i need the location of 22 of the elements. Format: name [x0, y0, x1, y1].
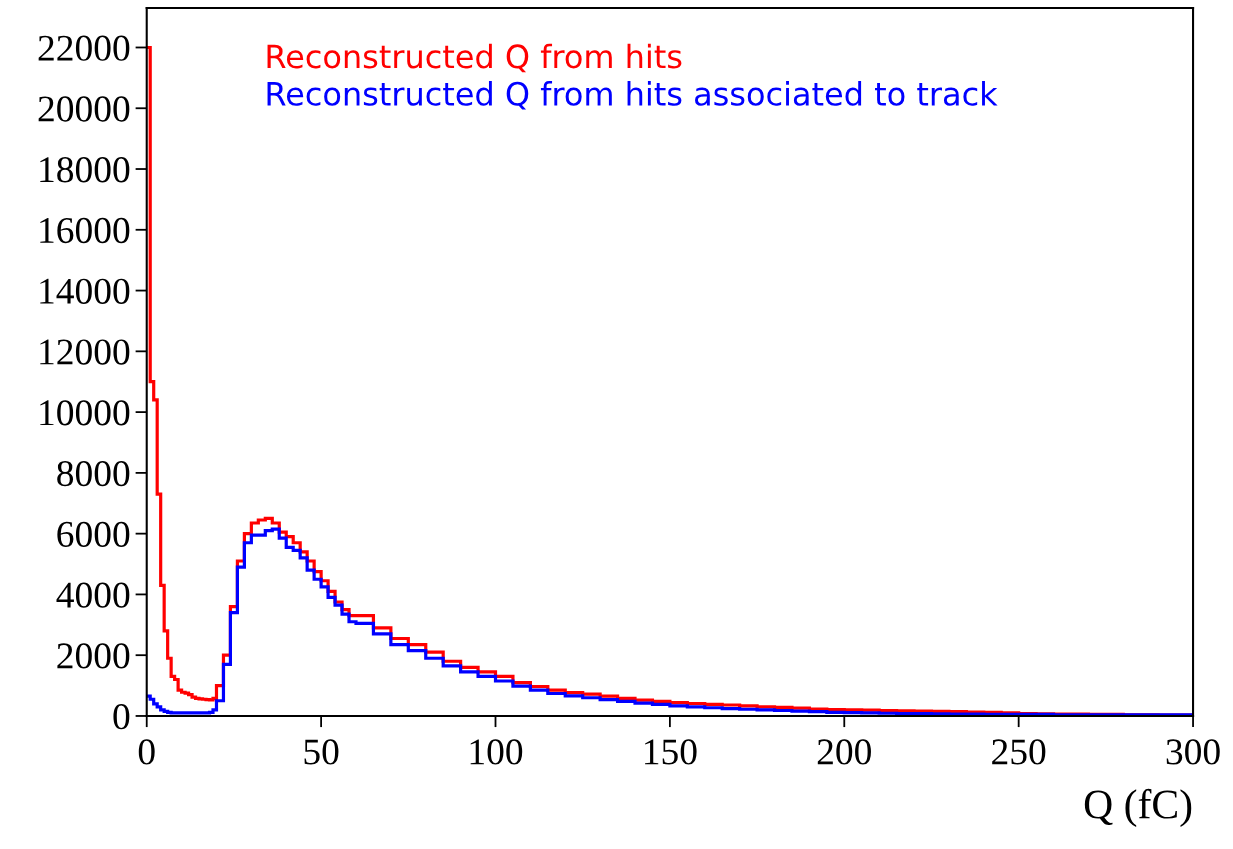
x-tick-label: 200	[817, 739, 871, 765]
y-tick-label: 12000	[40, 339, 130, 365]
y-tick-label: 14000	[40, 278, 130, 304]
x-tick-label: 300	[1166, 739, 1220, 765]
y-tick-label: 8000	[57, 460, 130, 487]
x-tick-label: 100	[470, 739, 523, 765]
y-tick-label: 2000	[57, 643, 130, 669]
y-tick-label: 22000	[38, 35, 130, 61]
text: Reconstructed Q from hits	[267, 43, 682, 73]
y-tick-label: 10000	[40, 400, 130, 426]
text: Reconstructed Q from hits associated to track	[267, 81, 998, 110]
y-tick-label: 0	[113, 704, 130, 730]
x-axis-title: Q (fC)	[1084, 788, 1192, 828]
x-tick-label: 0	[138, 739, 155, 765]
y-tick-label: 20000	[38, 96, 130, 122]
y-tick-label: 16000	[40, 217, 130, 244]
y-tick-label: 18000	[40, 157, 130, 183]
y-tick-label: 6000	[57, 521, 130, 548]
x-tick-label: 150	[645, 739, 697, 765]
x-tick-label: 250	[992, 739, 1046, 765]
x-tick-label: 50	[304, 739, 339, 765]
y-tick-label: 4000	[56, 582, 130, 608]
